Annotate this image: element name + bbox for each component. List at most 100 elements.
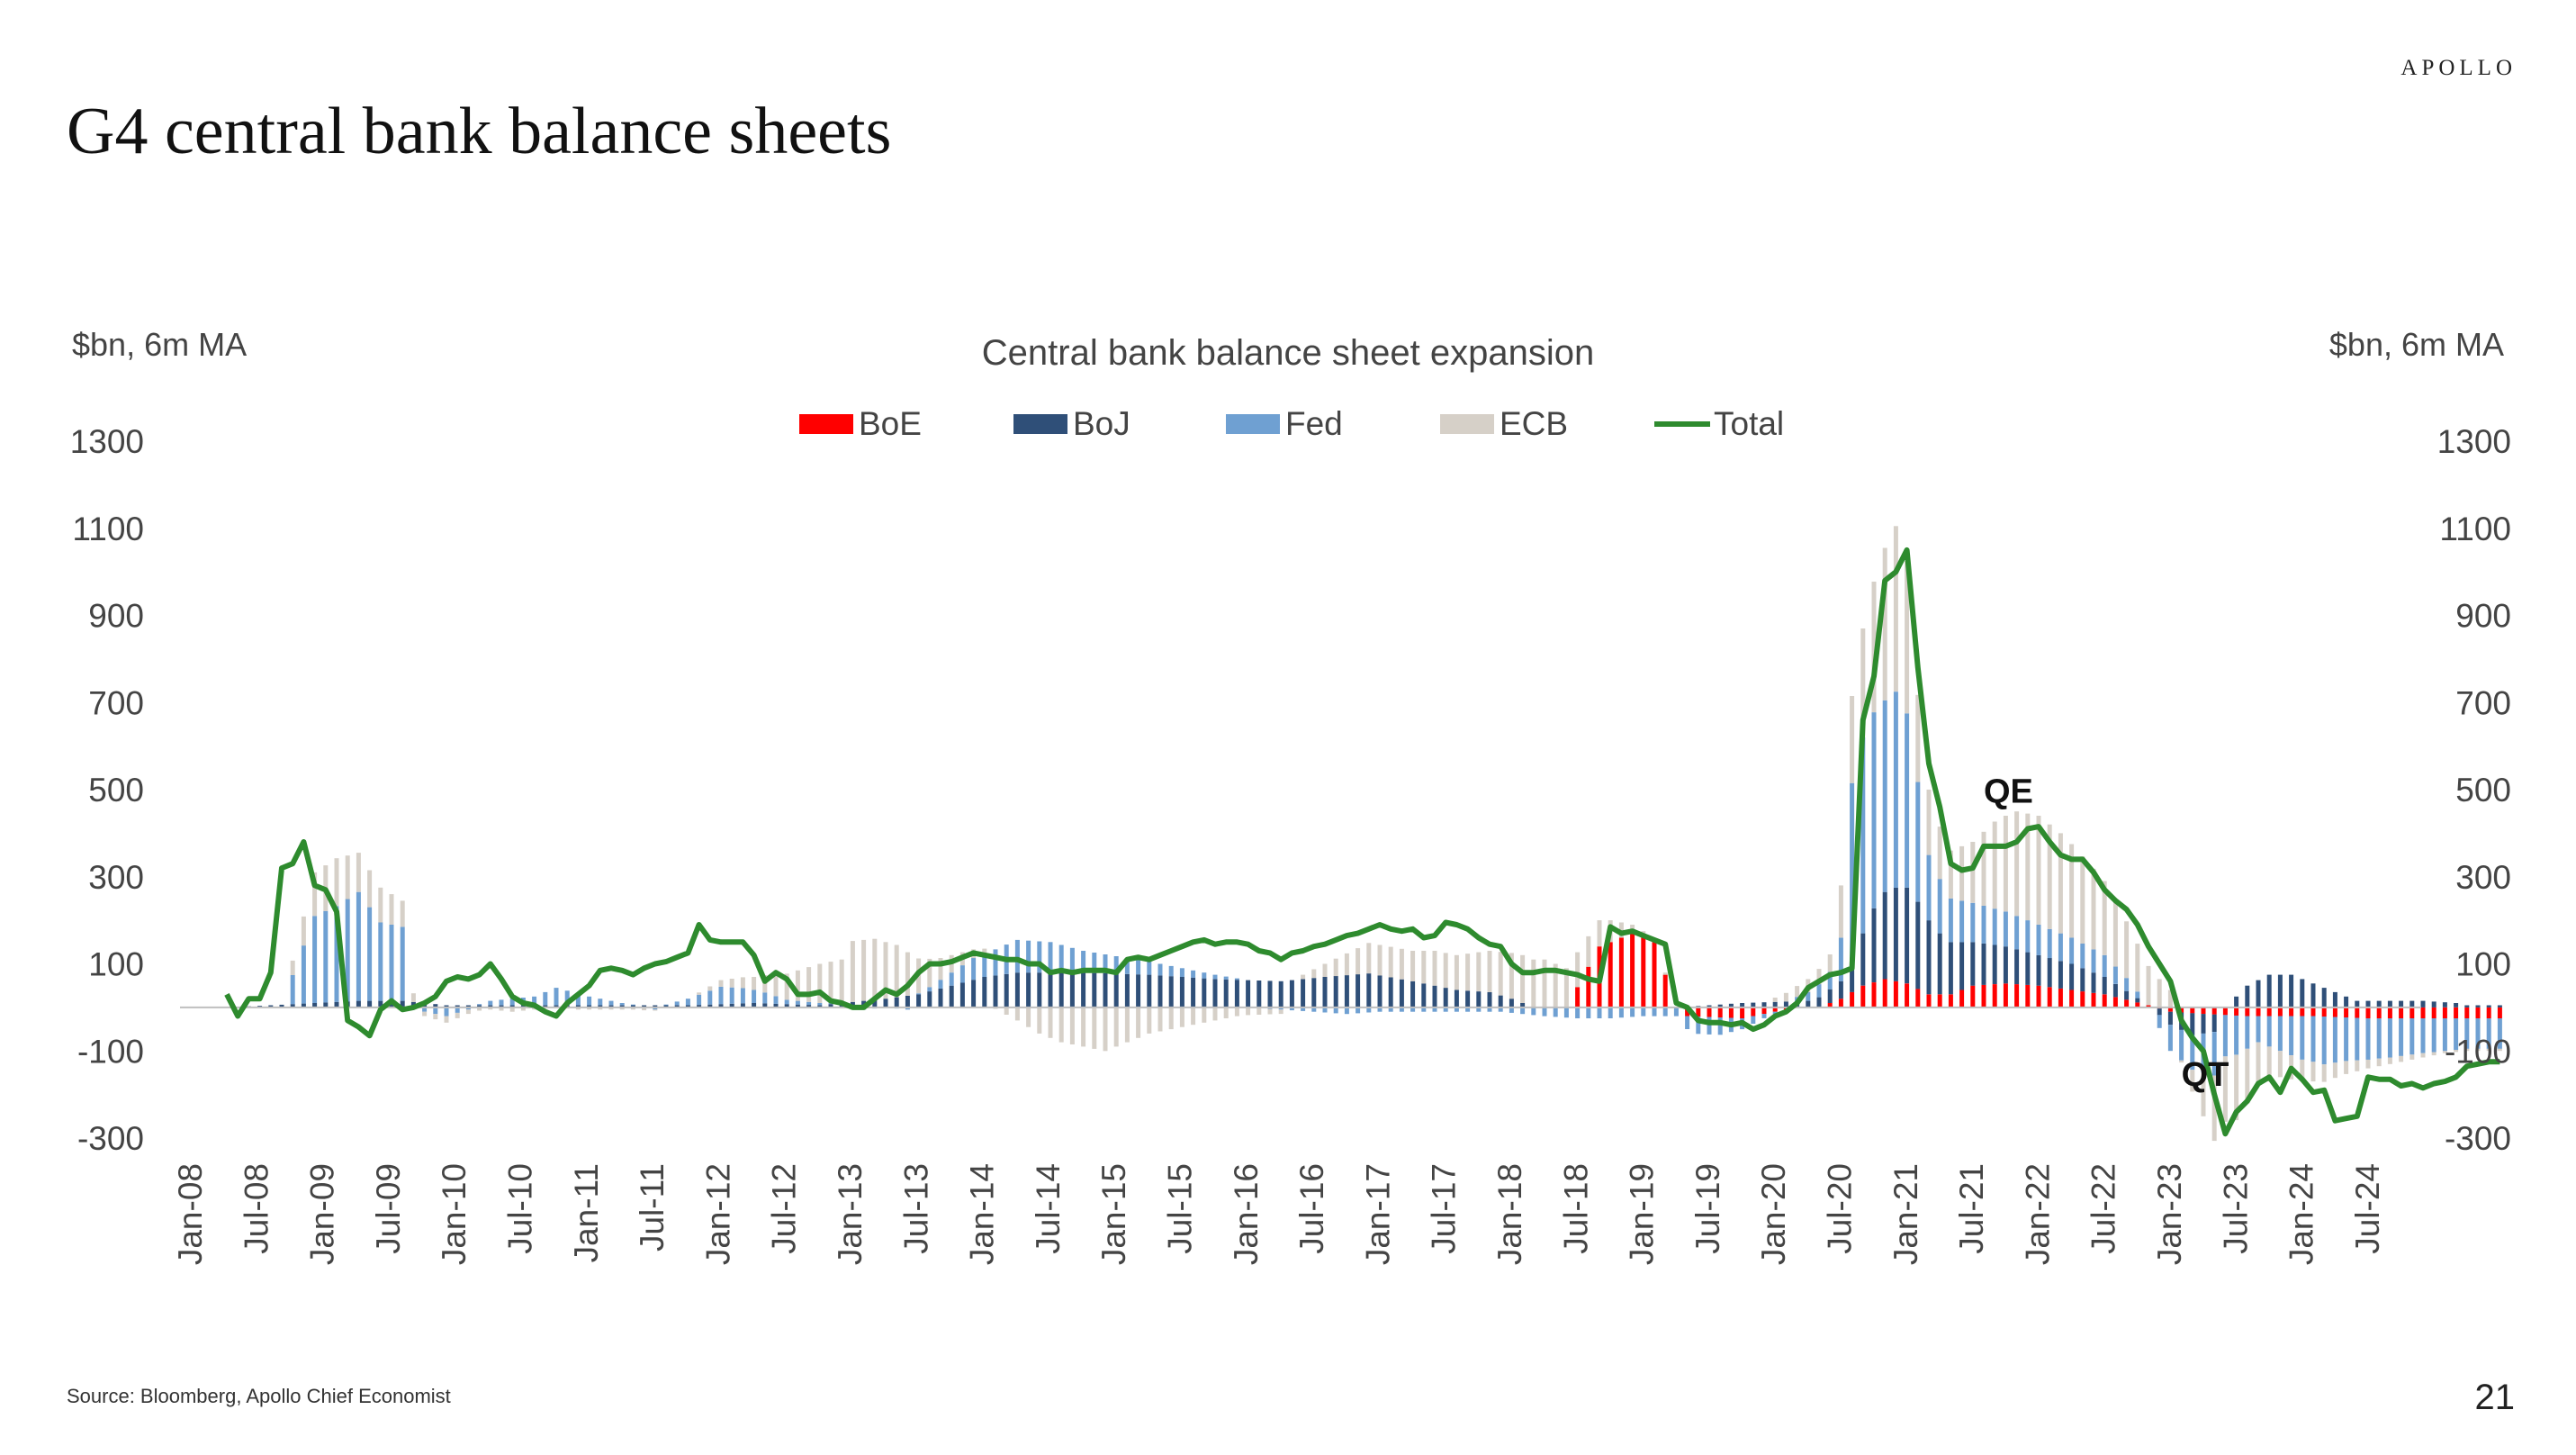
- annotations: QE QT: [1984, 773, 2229, 1094]
- bar-ecb: [1410, 951, 1416, 981]
- bar-ecb: [1827, 954, 1833, 972]
- bar-fed: [488, 1000, 493, 1006]
- bar-fed: [1850, 782, 1855, 958]
- bar-boe: [1860, 985, 1866, 1008]
- bar-boj: [1761, 1002, 1767, 1008]
- bar-fed: [290, 975, 295, 1005]
- bar-ecb: [1893, 526, 1898, 692]
- bar-ecb: [1926, 790, 1932, 855]
- bar-fed: [356, 891, 361, 1001]
- bar-boj: [2300, 979, 2305, 1008]
- bar-fed: [2497, 1018, 2502, 1049]
- x-tick-label: Jan-13: [832, 1163, 869, 1265]
- bar-ecb: [839, 959, 844, 1004]
- bar-boj: [1388, 977, 1393, 1008]
- bar-fed: [2409, 1018, 2415, 1055]
- bar-ecb: [2157, 979, 2162, 1008]
- bar-boj: [1344, 975, 1349, 1008]
- bar-fed: [1388, 1007, 1393, 1012]
- bar-ecb: [2464, 1048, 2470, 1052]
- bar-boe: [1871, 982, 1877, 1008]
- bar-fed: [2222, 1015, 2228, 1057]
- bar-ecb: [2069, 844, 2075, 938]
- bar-ecb: [1267, 1008, 1273, 1015]
- bar-ecb: [400, 900, 405, 927]
- bar-boe: [2211, 1007, 2217, 1015]
- bar-boe: [2454, 1007, 2459, 1018]
- bar-fed: [1926, 854, 1932, 921]
- bar-boj: [290, 1004, 295, 1008]
- bar-boj: [707, 1004, 713, 1008]
- bar-ecb: [1970, 842, 1976, 903]
- bar-fed: [2256, 1016, 2261, 1043]
- bar-boe: [2289, 1007, 2294, 1017]
- bar-fed: [674, 1001, 680, 1006]
- bar-ecb: [2135, 944, 2140, 992]
- bar-fed: [2025, 920, 2031, 953]
- bar-boj: [1915, 901, 1921, 990]
- bar-boe: [2234, 1007, 2239, 1016]
- x-tick-label: Jan-19: [1624, 1163, 1661, 1265]
- bar-boj: [2112, 983, 2118, 998]
- legend-swatch-total: [1654, 421, 1710, 427]
- bar-fed: [1311, 1007, 1317, 1012]
- bar-fed: [1751, 1016, 1756, 1024]
- bar-fed: [959, 965, 965, 983]
- bar-ecb: [938, 958, 943, 981]
- bar-ecb: [575, 1007, 581, 1010]
- bar-boj: [1959, 942, 1965, 990]
- bar-ecb: [2387, 1057, 2392, 1064]
- brand-logo: APOLLO: [2400, 56, 2517, 80]
- legend-label-total: Total: [1714, 405, 1785, 442]
- bar-fed: [422, 1007, 428, 1012]
- bar-ecb: [488, 1007, 493, 1010]
- bar-ecb: [1026, 1007, 1031, 1027]
- bar-ecb: [2376, 1058, 2382, 1067]
- legend-item-fed: Fed: [1226, 405, 1343, 443]
- bar-ecb: [2124, 921, 2130, 979]
- bar-boj: [2091, 972, 2096, 993]
- bar-fed: [707, 990, 713, 1005]
- bar-boj: [1289, 980, 1294, 1008]
- bar-ecb: [1037, 1007, 1042, 1034]
- bar-ecb: [1487, 951, 1492, 992]
- bar-boj: [2266, 974, 2272, 1008]
- bar-fed: [455, 1007, 460, 1013]
- y-axis-left: 1300 1100 900 700 500 300 100 -100 -300: [70, 423, 144, 1157]
- bar-ecb: [290, 960, 295, 975]
- bar-fed: [1618, 1007, 1624, 1018]
- bar-boe: [1959, 990, 1965, 1008]
- bar-fed: [1816, 984, 1822, 998]
- bar-boj: [1707, 1005, 1712, 1008]
- bar-fed: [608, 1000, 614, 1006]
- bar-fed: [653, 1007, 658, 1010]
- bar-ecb: [465, 1009, 471, 1015]
- bar-boj: [1234, 980, 1239, 1008]
- bar-fed: [1553, 1007, 1558, 1017]
- bar-boj: [2047, 958, 2052, 988]
- bar-fed: [1202, 972, 1207, 979]
- bar-boj: [1103, 973, 1108, 1008]
- bar-boj: [598, 1005, 603, 1008]
- page-title: G4 central bank balance sheets: [67, 95, 892, 168]
- bar-fed: [2190, 1035, 2195, 1071]
- bar-boj: [729, 1003, 734, 1008]
- bar-ecb: [1563, 968, 1569, 1008]
- bar-fed: [927, 987, 932, 992]
- bar-boj: [1048, 972, 1053, 1008]
- bar-fed: [1399, 1007, 1404, 1012]
- bar-fed: [1344, 1007, 1349, 1015]
- bar-ecb: [1301, 974, 1306, 980]
- bar-ecb: [1179, 1007, 1184, 1027]
- x-tick-label: Jul-08: [238, 1163, 275, 1254]
- bar-ecb: [1860, 628, 1866, 737]
- bar-fed: [2289, 1016, 2294, 1055]
- bar-ecb: [2245, 1048, 2250, 1104]
- bar-boj: [1168, 976, 1174, 1008]
- bar-boj: [828, 1004, 833, 1008]
- bar-boe: [2025, 984, 2031, 1008]
- bar-boj: [543, 1005, 548, 1008]
- bar-boj: [1202, 978, 1207, 1008]
- bar-boe: [2146, 1005, 2151, 1008]
- bar-fed: [1608, 1007, 1613, 1018]
